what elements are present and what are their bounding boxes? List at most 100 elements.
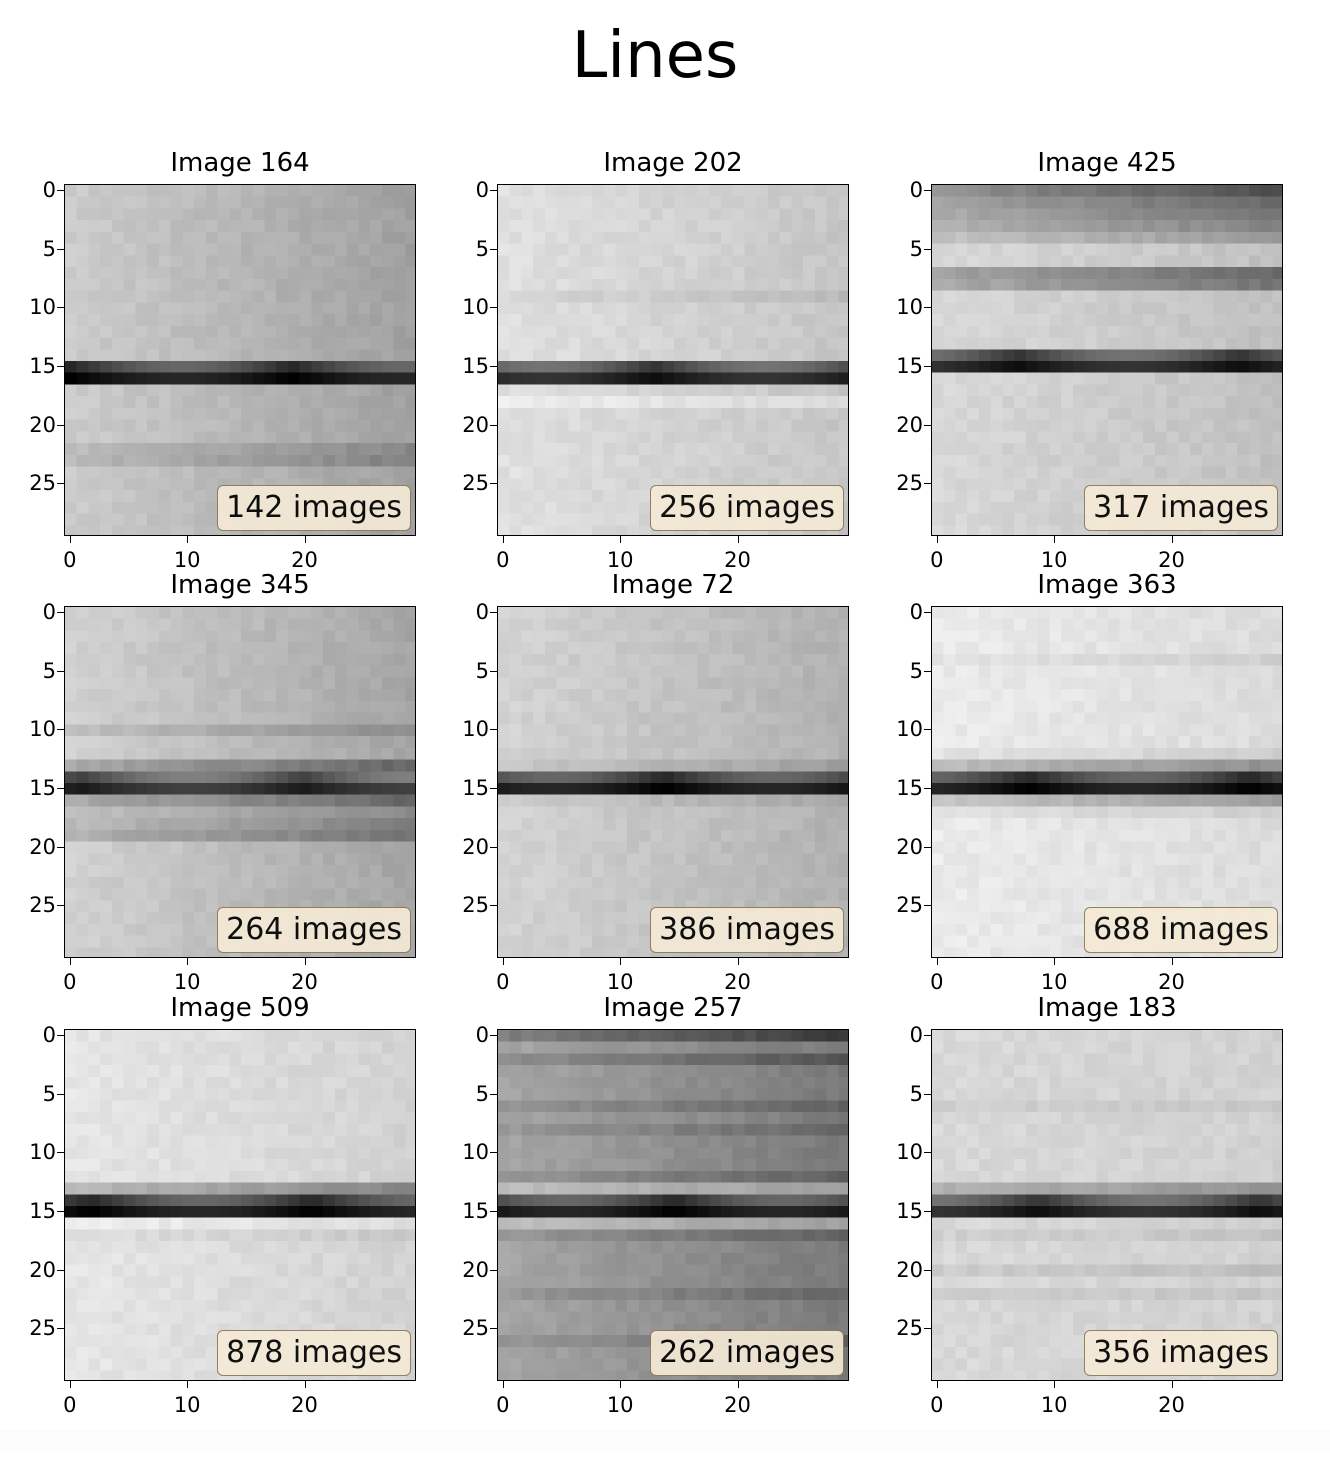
- y-tick-label: 25: [455, 471, 489, 495]
- y-tick-label: 0: [455, 1023, 489, 1047]
- panel-title: Image 363: [917, 570, 1297, 600]
- y-tick-label: 5: [889, 659, 923, 683]
- image-count-badge: 386 images: [650, 907, 844, 953]
- x-tick-mark: [738, 536, 739, 543]
- y-tick-mark: [924, 483, 931, 484]
- y-tick-label: 25: [22, 893, 56, 917]
- y-tick-mark: [57, 1270, 64, 1271]
- x-tick-label: 10: [1034, 970, 1074, 994]
- y-tick-mark: [924, 1094, 931, 1095]
- x-tick-label: 20: [285, 1393, 325, 1417]
- image-count-badge: 256 images: [650, 485, 844, 531]
- plot-area: 262 images: [497, 1029, 849, 1381]
- panel-title: Image 257: [483, 993, 863, 1023]
- plot-area: 688 images: [931, 606, 1283, 958]
- y-tick-label: 20: [22, 413, 56, 437]
- panel-title: Image 425: [917, 148, 1297, 178]
- x-tick-mark: [503, 958, 504, 965]
- x-tick-label: 20: [285, 548, 325, 572]
- x-tick-mark: [70, 536, 71, 543]
- y-tick-mark: [57, 729, 64, 730]
- y-tick-label: 20: [889, 1258, 923, 1282]
- y-tick-mark: [490, 1211, 497, 1212]
- y-tick-mark: [57, 249, 64, 250]
- x-tick-label: 0: [50, 548, 90, 572]
- plot-area: 264 images: [64, 606, 416, 958]
- y-tick-mark: [490, 1094, 497, 1095]
- y-tick-label: 0: [22, 178, 56, 202]
- y-tick-label: 20: [455, 835, 489, 859]
- y-tick-label: 0: [22, 1023, 56, 1047]
- x-tick-mark: [1054, 1381, 1055, 1388]
- y-tick-label: 15: [22, 354, 56, 378]
- y-tick-mark: [57, 1211, 64, 1212]
- bottom-strip: [0, 1430, 1330, 1452]
- y-tick-label: 25: [889, 471, 923, 495]
- y-tick-mark: [57, 905, 64, 906]
- x-tick-mark: [738, 1381, 739, 1388]
- heatmap-image: [498, 1030, 848, 1380]
- y-tick-mark: [57, 1152, 64, 1153]
- x-tick-mark: [305, 536, 306, 543]
- y-tick-mark: [57, 307, 64, 308]
- image-count-badge: 264 images: [217, 907, 411, 953]
- y-tick-mark: [490, 729, 497, 730]
- y-tick-label: 10: [889, 717, 923, 741]
- y-tick-label: 0: [889, 178, 923, 202]
- y-tick-mark: [924, 307, 931, 308]
- y-tick-mark: [490, 366, 497, 367]
- y-tick-mark: [57, 1328, 64, 1329]
- heatmap-image: [65, 1030, 415, 1380]
- x-tick-label: 20: [285, 970, 325, 994]
- y-tick-label: 0: [455, 600, 489, 624]
- x-tick-mark: [937, 536, 938, 543]
- plot-area: 317 images: [931, 184, 1283, 536]
- x-tick-label: 20: [1152, 1393, 1192, 1417]
- x-tick-mark: [503, 536, 504, 543]
- x-tick-label: 10: [167, 970, 207, 994]
- y-tick-label: 15: [22, 1199, 56, 1223]
- image-count-badge: 262 images: [650, 1330, 844, 1376]
- y-tick-mark: [57, 671, 64, 672]
- y-tick-label: 5: [455, 237, 489, 261]
- plot-area: 386 images: [497, 606, 849, 958]
- plot-area: 142 images: [64, 184, 416, 536]
- x-tick-label: 10: [167, 1393, 207, 1417]
- y-tick-label: 25: [455, 893, 489, 917]
- image-count-badge: 317 images: [1084, 485, 1278, 531]
- x-tick-label: 20: [1152, 548, 1192, 572]
- x-tick-label: 0: [50, 970, 90, 994]
- x-tick-label: 10: [167, 548, 207, 572]
- plot-area: 356 images: [931, 1029, 1283, 1381]
- x-tick-mark: [70, 1381, 71, 1388]
- x-tick-mark: [1054, 958, 1055, 965]
- y-tick-mark: [490, 612, 497, 613]
- y-tick-mark: [57, 190, 64, 191]
- y-tick-label: 5: [889, 237, 923, 261]
- x-tick-mark: [1054, 536, 1055, 543]
- y-tick-mark: [57, 847, 64, 848]
- y-tick-mark: [924, 847, 931, 848]
- x-tick-label: 0: [483, 1393, 523, 1417]
- y-tick-label: 15: [455, 1199, 489, 1223]
- x-tick-mark: [620, 536, 621, 543]
- panel-title: Image 509: [50, 993, 430, 1023]
- y-tick-label: 25: [889, 893, 923, 917]
- x-tick-mark: [187, 1381, 188, 1388]
- y-tick-label: 25: [455, 1316, 489, 1340]
- y-tick-mark: [57, 366, 64, 367]
- y-tick-label: 5: [455, 659, 489, 683]
- y-tick-mark: [924, 905, 931, 906]
- panel-title: Image 345: [50, 570, 430, 600]
- y-tick-mark: [490, 1035, 497, 1036]
- x-tick-label: 10: [600, 1393, 640, 1417]
- heatmap-image: [498, 607, 848, 957]
- y-tick-label: 5: [455, 1082, 489, 1106]
- y-tick-label: 5: [22, 1082, 56, 1106]
- y-tick-label: 20: [455, 413, 489, 437]
- x-tick-mark: [1172, 958, 1173, 965]
